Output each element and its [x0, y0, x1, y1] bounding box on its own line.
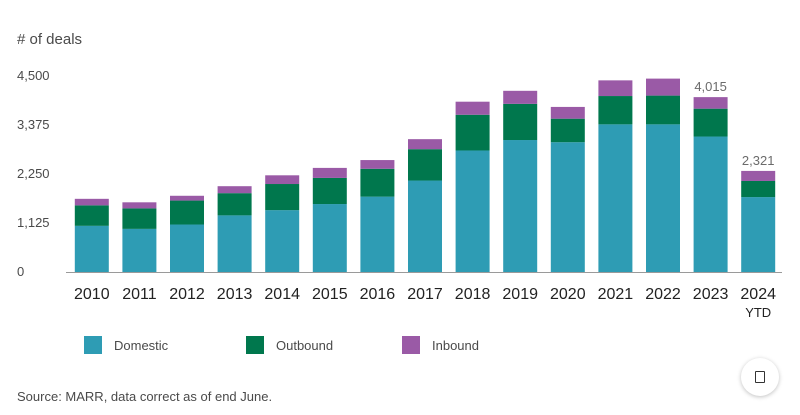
bar-domestic-2016[interactable] [360, 196, 395, 272]
y-tick-label: 2,250 [17, 166, 50, 181]
bar-outbound-2017[interactable] [408, 149, 442, 181]
x-tick-sublabel: YTD [745, 305, 771, 320]
bar-outbound-2014[interactable] [265, 184, 300, 211]
total-label: 4,015 [694, 79, 727, 94]
x-tick-label: 2019 [502, 286, 538, 303]
bar-inbound-2014[interactable] [265, 175, 300, 185]
x-tick-label: 2015 [312, 286, 348, 303]
y-tick-label: 1,125 [17, 215, 50, 230]
x-tick-label: 2024 [740, 286, 776, 303]
stacked-bar-chart: 4,500 3,375 2,250 1,125 0 2010 2011 2012 2013 201… [17, 68, 782, 320]
y-tick-label: 0 [17, 264, 24, 279]
x-tick-label: 2012 [169, 286, 205, 303]
x-tick-label: 2011 [122, 286, 157, 303]
bar-outbound-2021[interactable] [598, 96, 633, 125]
bar-outbound-2022[interactable] [646, 95, 680, 125]
bar-outbound-2020[interactable] [550, 118, 585, 143]
legend-label-domestic: Domestic [114, 337, 169, 353]
source-note: Source: MARR, data correct as of end Jun… [17, 389, 273, 404]
x-tick-label: 2014 [264, 286, 300, 303]
bar-domestic-2024[interactable] [741, 197, 776, 272]
x-tick-label: 2020 [550, 286, 586, 303]
bar-inbound-2010[interactable] [74, 198, 109, 206]
x-tick-label: 2010 [74, 286, 110, 303]
bar-inbound-2017[interactable] [408, 139, 442, 150]
bar-inbound-2020[interactable] [550, 106, 585, 119]
x-tick-label: 2013 [217, 286, 253, 303]
expand-icon [755, 371, 765, 383]
bar-domestic-2014[interactable] [265, 210, 300, 272]
legend-swatch-outbound [246, 336, 264, 354]
bar-outbound-2016[interactable] [360, 168, 395, 197]
bar-inbound-2015[interactable] [312, 167, 347, 178]
bar-inbound-2016[interactable] [360, 160, 395, 169]
bar-outbound-2023[interactable] [693, 108, 728, 137]
bar-inbound-2023[interactable] [693, 97, 728, 109]
bar-outbound-2018[interactable] [455, 114, 490, 151]
bar-inbound-2024[interactable] [741, 170, 776, 181]
bar-domestic-2017[interactable] [408, 180, 442, 272]
bar-domestic-2013[interactable] [217, 215, 252, 272]
legend-item-inbound: Inbound [402, 336, 479, 354]
bar-inbound-2011[interactable] [122, 202, 157, 209]
bar-inbound-2018[interactable] [455, 101, 490, 115]
bar-domestic-2022[interactable] [646, 124, 680, 272]
x-tick-label: 2016 [360, 286, 396, 303]
legend-label-inbound: Inbound [432, 337, 479, 353]
bar-inbound-2021[interactable] [598, 80, 633, 97]
x-tick-label: 2018 [455, 286, 491, 303]
bar-outbound-2019[interactable] [503, 103, 538, 141]
x-tick-label: 2017 [407, 286, 443, 303]
total-label: 2,321 [742, 153, 775, 168]
x-tick-label: 2022 [645, 286, 681, 303]
bar-inbound-2019[interactable] [503, 90, 538, 104]
y-tick-label: 3,375 [17, 117, 50, 132]
legend-label-outbound: Outbound [276, 337, 334, 353]
bar-domestic-2010[interactable] [74, 225, 109, 272]
bar-outbound-2010[interactable] [74, 205, 109, 226]
bar-outbound-2011[interactable] [122, 208, 157, 229]
bar-outbound-2024[interactable] [741, 180, 776, 198]
bar-domestic-2021[interactable] [598, 124, 633, 272]
y-axis-label: # of deals [17, 31, 83, 48]
bar-domestic-2015[interactable] [312, 204, 347, 272]
legend-swatch-domestic [84, 336, 102, 354]
bar-domestic-2023[interactable] [693, 136, 728, 272]
bar-outbound-2015[interactable] [312, 177, 347, 205]
bar-domestic-2020[interactable] [550, 142, 585, 272]
x-tick-label: 2023 [693, 286, 729, 303]
bar-inbound-2022[interactable] [646, 78, 680, 96]
legend: Domestic Outbound Inbound [0, 336, 800, 360]
bar-outbound-2013[interactable] [217, 193, 252, 216]
bar-domestic-2019[interactable] [503, 140, 538, 272]
legend-item-domestic: Domestic [84, 336, 168, 354]
y-tick-label: 4,500 [17, 68, 50, 83]
expand-button[interactable] [741, 358, 779, 396]
legend-item-outbound: Outbound [246, 336, 333, 354]
bar-inbound-2012[interactable] [170, 195, 204, 201]
bar-domestic-2012[interactable] [170, 224, 204, 272]
bar-outbound-2012[interactable] [170, 200, 204, 225]
bar-domestic-2018[interactable] [455, 150, 490, 272]
legend-swatch-inbound [402, 336, 420, 354]
x-tick-label: 2021 [598, 286, 634, 303]
bar-domestic-2011[interactable] [122, 228, 157, 272]
bar-inbound-2013[interactable] [217, 186, 252, 194]
